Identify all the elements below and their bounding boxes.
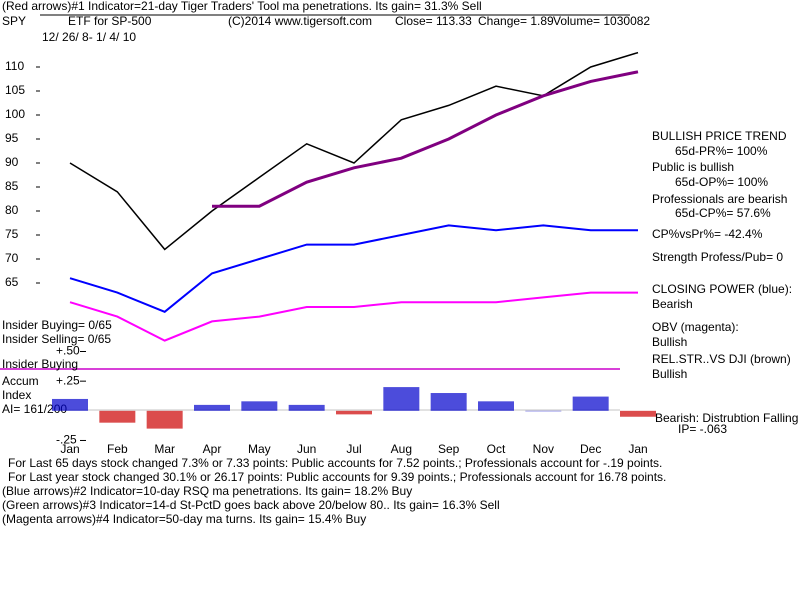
- y-tick-label: 80: [5, 203, 19, 217]
- side-note: Professionals are bearish: [652, 192, 787, 206]
- volume: Volume= 1030082: [553, 14, 650, 28]
- side-note: REL.STR..VS DJI (brown): [652, 352, 791, 366]
- y-tick-label: 95: [5, 131, 19, 145]
- close: Close= 113.33: [395, 14, 472, 28]
- side-note: OBV (magenta):: [652, 320, 739, 334]
- side-note: IP= -.063: [678, 422, 727, 436]
- left-note: Insider Buying: [2, 357, 78, 371]
- side-note: CLOSING POWER (blue):: [652, 282, 792, 296]
- series-line: [69, 224, 638, 313]
- side-note: BULLISH PRICE TREND: [652, 129, 787, 143]
- change: Change= 1.89: [478, 14, 554, 28]
- y-tick-label: 85: [5, 179, 19, 193]
- accum-bar: [288, 404, 325, 411]
- accum-bar: [194, 404, 230, 411]
- x-tick-label: Aug: [391, 442, 412, 456]
- side-note: 65d-CP%= 57.6%: [675, 206, 771, 220]
- left-note: AI= 161/200: [2, 402, 67, 416]
- accum-bar: [99, 410, 136, 423]
- x-tick-label: Feb: [107, 442, 128, 456]
- y-tick-label: 100: [5, 107, 25, 121]
- y-tick-label: 70: [5, 251, 19, 265]
- series-line: [69, 291, 638, 342]
- x-tick-label: Nov: [533, 442, 554, 456]
- x-tick-label: Jul: [346, 442, 361, 456]
- symbol: SPY: [2, 14, 26, 28]
- side-note: 65d-PR%= 100%: [675, 144, 768, 158]
- accum-bar: [383, 387, 420, 411]
- y-tick-label: 65: [5, 275, 19, 289]
- side-note: Bullish: [652, 335, 687, 349]
- accum-bar: [478, 401, 514, 411]
- y-tick-label: 75: [5, 227, 19, 241]
- x-tick-label: Jan: [628, 442, 647, 456]
- copyright: (C)2014 www.tigersoft.com: [228, 14, 372, 28]
- accum-bar: [430, 393, 467, 411]
- x-tick-label: Apr: [203, 442, 222, 456]
- indicator-text: (Red arrows)#1 Indicator=21-day Tiger Tr…: [2, 0, 482, 13]
- y-tick-label: 110: [5, 59, 24, 73]
- x-tick-label: May: [248, 442, 271, 456]
- footer-line: For Last 65 days stock changed 7.3% or 7…: [8, 456, 662, 470]
- x-tick-label: Mar: [154, 442, 175, 456]
- date-range: 12/ 26/ 8- 1/ 4/ 10: [42, 30, 136, 44]
- x-tick-label: Sep: [438, 442, 460, 456]
- footer-line: (Blue arrows)#2 Indicator=10-day RSQ ma …: [2, 484, 412, 498]
- accum-bar: [525, 410, 562, 412]
- x-tick-label: Jun: [297, 442, 316, 456]
- side-note: Strength Profess/Pub= 0: [652, 250, 783, 264]
- x-tick-label: Oct: [487, 442, 506, 456]
- left-note: Index: [2, 388, 31, 402]
- accum-bar: [52, 398, 88, 411]
- accum-bar: [241, 401, 278, 411]
- footer-line: (Magenta arrows)#4 Indicator=50-day ma t…: [2, 512, 366, 526]
- y-tick-label: 105: [5, 83, 25, 97]
- y-tick-label: 90: [5, 155, 19, 169]
- side-note: 65d-OP%= 100%: [675, 175, 768, 189]
- y-tick-label: -.25: [56, 433, 77, 447]
- accum-bar: [572, 396, 609, 411]
- y-tick-label: +.50: [56, 344, 80, 358]
- side-note: CP%vsPr%= -42.4%: [652, 227, 763, 241]
- x-tick-label: Dec: [580, 442, 601, 456]
- accum-bar: [620, 410, 656, 417]
- accum-bar: [146, 410, 183, 429]
- series-line: [212, 70, 639, 208]
- footer-line: (Green arrows)#3 Indicator=14-d St-PctD …: [2, 498, 500, 512]
- etf-name: ETF for SP-500: [68, 14, 152, 28]
- y-tick-label: +.25: [56, 373, 80, 387]
- accum-bar: [336, 410, 372, 415]
- left-note: Insider Buying= 0/65: [2, 318, 112, 332]
- side-note: Bullish: [652, 367, 687, 381]
- side-note: Bearish: Distrubtion Falling: [655, 411, 798, 425]
- side-note: Public is bullish: [652, 160, 734, 174]
- footer-line: For Last year stock changed 30.1% or 26.…: [8, 470, 666, 484]
- side-note: Bearish: [652, 297, 693, 311]
- left-note: Accum: [2, 374, 39, 388]
- x-tick-label: Jan: [60, 442, 79, 456]
- left-note: Insider Selling= 0/65: [2, 332, 111, 346]
